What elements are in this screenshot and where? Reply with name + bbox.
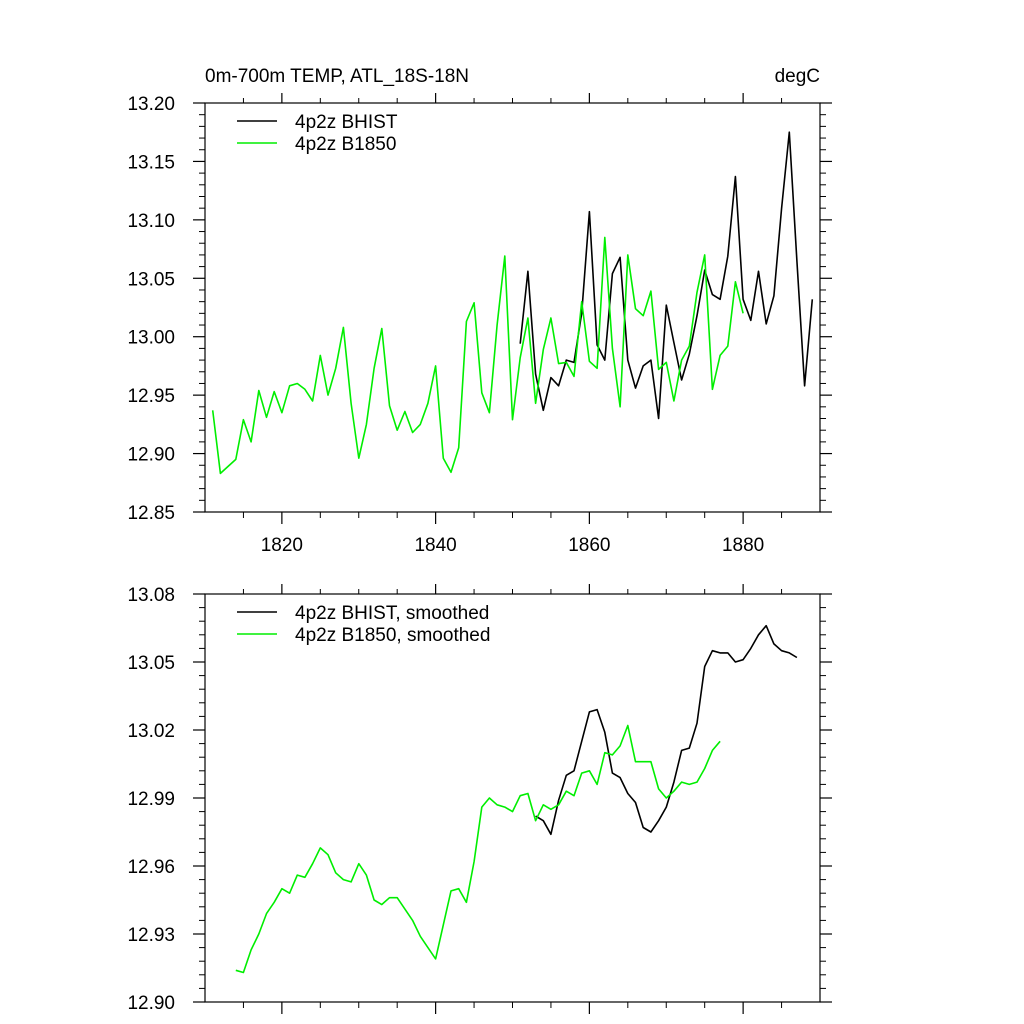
y-tick-label: 13.00	[127, 328, 175, 349]
series-line-4p2z-b1850	[211, 236, 744, 475]
y-tick-label: 12.93	[127, 925, 175, 946]
x-tick-label: 1820	[261, 535, 303, 556]
y-tick-label: 12.85	[127, 503, 175, 524]
y-tick-label: 12.90	[127, 445, 175, 466]
y-tick-label: 12.99	[127, 789, 175, 810]
units-label: degC	[775, 66, 820, 87]
chart-title: 0m-700m TEMP, ATL_18S-18N	[205, 66, 469, 87]
y-tick-label: 13.02	[127, 721, 175, 742]
top-panel: 1820 1840 1860 1880 12.85 12.90 12.95 13.00 13.0…	[127, 66, 832, 556]
y-tick-label: 13.08	[127, 585, 175, 606]
y-tick-label: 13.20	[127, 94, 175, 115]
x-tick-label: 1860	[568, 535, 610, 556]
y-tick-label: 13.10	[127, 211, 175, 232]
series-line-4p2z-bhist-smoothed	[535, 624, 798, 836]
legend-label: 4p2z BHIST, smoothed	[295, 603, 489, 624]
y-tick-label: 13.05	[127, 653, 175, 674]
y-tick-label: 13.15	[127, 152, 175, 173]
bottom-panel: 12.90 12.93 12.96 12.99 13.02 13.05 13.08 4p2z …	[127, 584, 832, 1014]
x-tick-label: 1840	[414, 535, 456, 556]
series-line-4p2z-b1850-smoothed	[235, 724, 721, 974]
y-tick-label: 12.96	[127, 857, 175, 878]
legend-label: 4p2z BHIST	[295, 112, 398, 133]
y-tick-label: 12.90	[127, 993, 175, 1014]
series-line-4p2z-bhist	[519, 131, 814, 420]
x-tick-label: 1880	[722, 535, 764, 556]
legend-label: 4p2z B1850, smoothed	[295, 625, 490, 646]
legend-label: 4p2z B1850	[295, 134, 396, 155]
y-tick-label: 13.05	[127, 269, 175, 290]
y-tick-label: 12.95	[127, 386, 175, 407]
